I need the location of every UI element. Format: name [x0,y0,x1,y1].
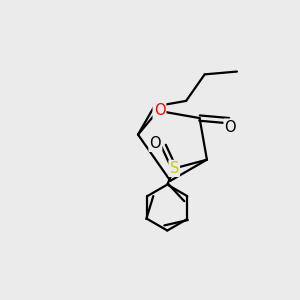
Text: S: S [169,161,179,176]
Text: O: O [225,120,236,135]
Text: O: O [150,136,161,151]
Text: O: O [154,103,165,118]
